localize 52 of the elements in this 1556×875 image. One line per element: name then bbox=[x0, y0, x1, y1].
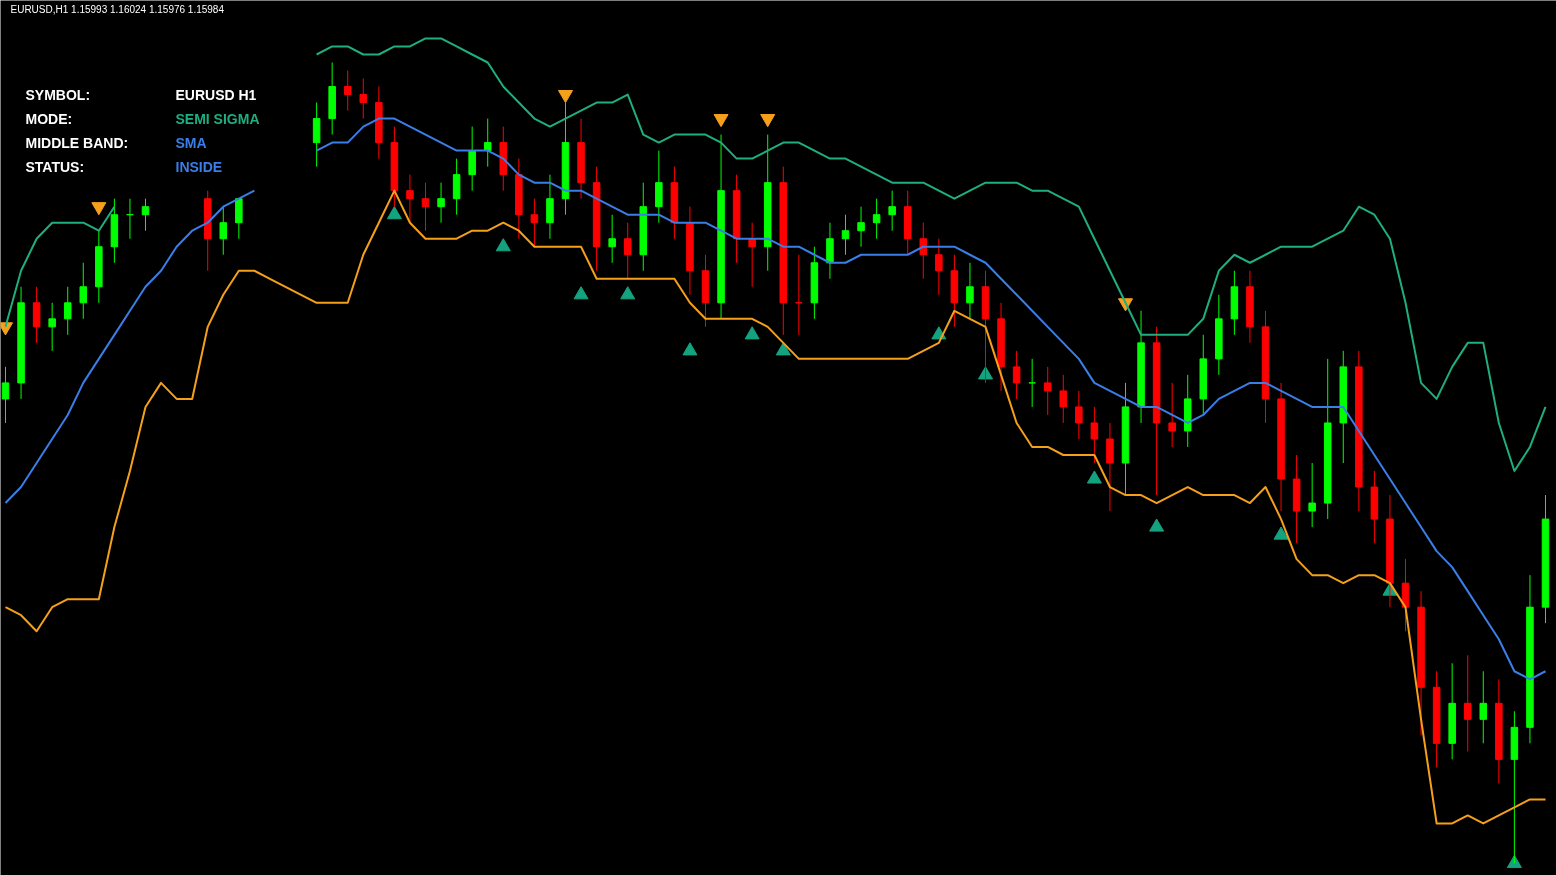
candlestick bbox=[1043, 366, 1052, 416]
text: EURUSD,H1 1.15993 1.16024 1.15976 1.15984 bbox=[10, 4, 225, 15]
candlestick bbox=[437, 182, 445, 224]
candlestick bbox=[919, 222, 928, 280]
annotation: SMA bbox=[175, 134, 207, 151]
point bbox=[1149, 518, 1165, 532]
candlestick bbox=[63, 286, 72, 336]
candlestick bbox=[79, 262, 88, 320]
point bbox=[775, 342, 791, 356]
candlestick bbox=[935, 238, 943, 296]
candlestick bbox=[219, 206, 228, 256]
candlestick bbox=[1075, 390, 1083, 440]
point bbox=[744, 326, 760, 340]
candlestick bbox=[608, 214, 616, 264]
candlestick bbox=[1028, 358, 1036, 408]
candlestick bbox=[1463, 654, 1472, 752]
point bbox=[1086, 470, 1102, 484]
annotation: MODE: bbox=[25, 110, 73, 127]
point bbox=[386, 206, 402, 220]
candlestick bbox=[406, 174, 414, 224]
candlestick bbox=[623, 222, 632, 280]
candlestick bbox=[343, 70, 352, 112]
point bbox=[573, 286, 589, 300]
annotation: INSIDE bbox=[175, 158, 223, 175]
candlestick bbox=[1308, 462, 1316, 528]
candlestick bbox=[1059, 374, 1068, 424]
candlestick bbox=[888, 190, 896, 232]
annotation: MIDDLE BAND: bbox=[25, 134, 129, 151]
annotation: SYMBOL: bbox=[25, 86, 91, 103]
candlestick bbox=[48, 302, 56, 352]
candlestick bbox=[872, 198, 881, 240]
candlestick bbox=[857, 206, 865, 248]
annotation: EURUSD H1 bbox=[175, 86, 257, 103]
candlestick bbox=[1, 366, 10, 424]
point bbox=[1506, 854, 1522, 869]
candlestick bbox=[841, 214, 850, 256]
candlestick bbox=[141, 198, 150, 232]
candlestick bbox=[1168, 382, 1176, 448]
point bbox=[620, 286, 636, 300]
candlestick bbox=[966, 262, 974, 320]
point bbox=[495, 238, 511, 252]
point bbox=[682, 342, 698, 356]
candlestick bbox=[1090, 406, 1099, 464]
candlestick bbox=[421, 182, 430, 232]
point bbox=[1273, 526, 1289, 540]
annotation: STATUS: bbox=[25, 158, 85, 175]
candlestick bbox=[483, 118, 492, 168]
candlestick bbox=[530, 198, 539, 248]
candlestick bbox=[359, 78, 368, 120]
candlestick bbox=[1479, 670, 1488, 744]
annotation: SEMI SIGMA bbox=[175, 110, 260, 127]
candlestick bbox=[1012, 350, 1021, 400]
